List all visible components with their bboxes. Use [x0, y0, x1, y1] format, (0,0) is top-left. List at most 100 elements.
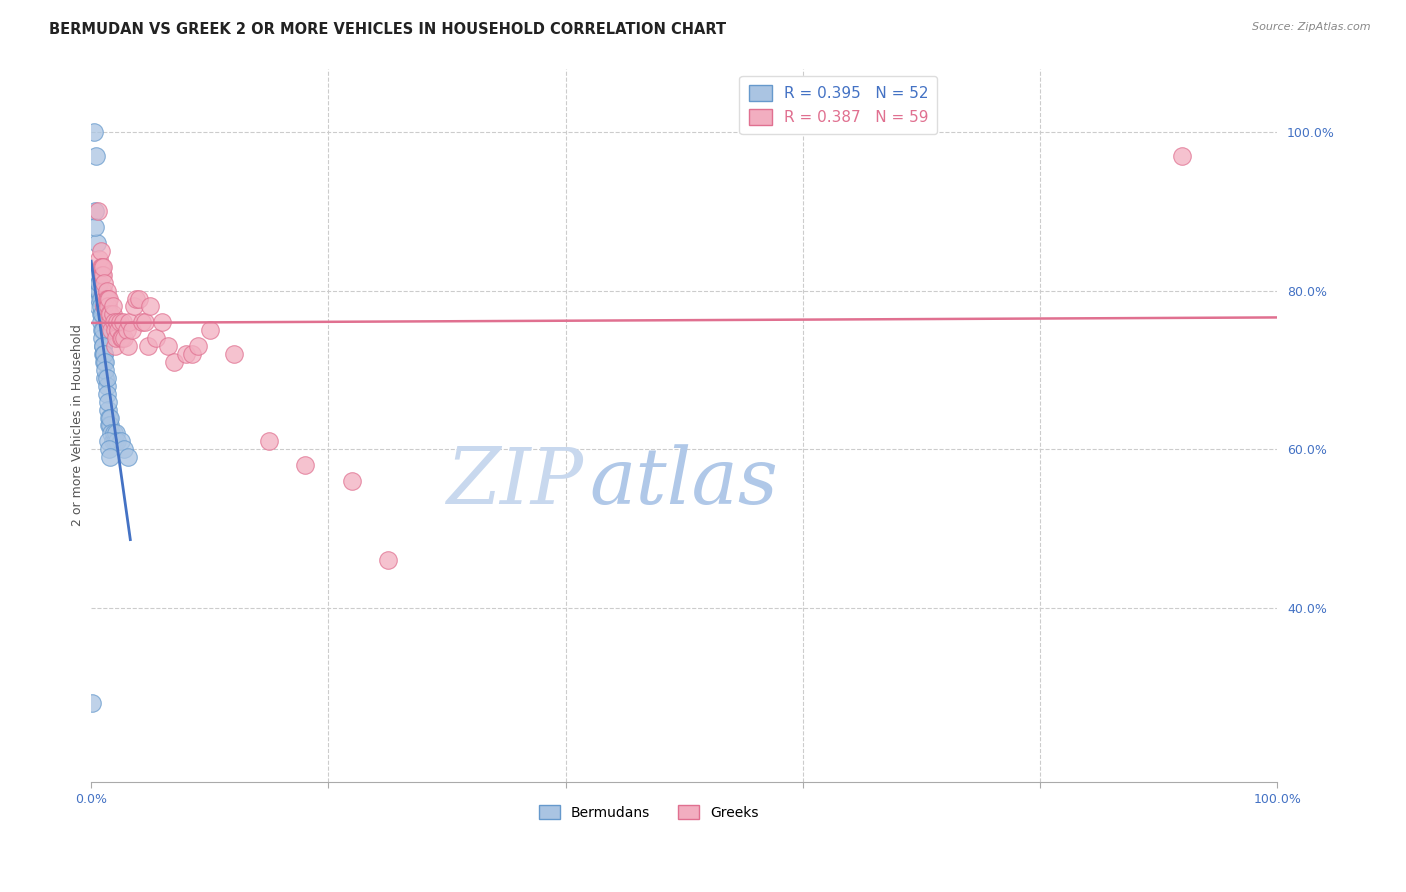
Point	[91, 268, 114, 282]
Point	[105, 426, 128, 441]
Text: Source: ZipAtlas.com: Source: ZipAtlas.com	[1253, 22, 1371, 32]
Point	[94, 355, 117, 369]
Point	[90, 331, 112, 345]
Point	[93, 276, 115, 290]
Point	[98, 410, 121, 425]
Point	[105, 315, 128, 329]
Point	[1171, 149, 1194, 163]
Point	[91, 323, 114, 337]
Point	[98, 307, 121, 321]
Point	[91, 347, 114, 361]
Point	[87, 204, 110, 219]
Point	[90, 307, 112, 321]
Point	[121, 323, 143, 337]
Point	[98, 450, 121, 465]
Point	[97, 394, 120, 409]
Point	[118, 315, 141, 329]
Point	[108, 315, 131, 329]
Point	[294, 458, 316, 472]
Point	[377, 553, 399, 567]
Point	[98, 307, 121, 321]
Point	[83, 220, 105, 235]
Point	[105, 331, 128, 345]
Point	[90, 260, 112, 274]
Point	[139, 300, 162, 314]
Point	[117, 339, 139, 353]
Point	[89, 284, 111, 298]
Point	[136, 339, 159, 353]
Legend: Bermudans, Greeks: Bermudans, Greeks	[533, 799, 763, 825]
Point	[117, 450, 139, 465]
Point	[87, 300, 110, 314]
Point	[90, 268, 112, 282]
Point	[131, 315, 153, 329]
Point	[89, 292, 111, 306]
Point	[112, 442, 135, 457]
Point	[97, 434, 120, 449]
Point	[98, 410, 121, 425]
Point	[198, 323, 221, 337]
Point	[98, 442, 121, 457]
Point	[100, 323, 122, 337]
Point	[100, 426, 122, 441]
Text: BERMUDAN VS GREEK 2 OR MORE VEHICLES IN HOUSEHOLD CORRELATION CHART: BERMUDAN VS GREEK 2 OR MORE VEHICLES IN …	[49, 22, 727, 37]
Point	[98, 315, 121, 329]
Text: atlas: atlas	[589, 444, 778, 521]
Point	[110, 331, 132, 345]
Point	[96, 378, 118, 392]
Point	[97, 402, 120, 417]
Point	[101, 300, 124, 314]
Point	[91, 339, 114, 353]
Point	[90, 300, 112, 314]
Point	[87, 268, 110, 282]
Point	[93, 347, 115, 361]
Point	[163, 355, 186, 369]
Point	[86, 284, 108, 298]
Point	[87, 284, 110, 298]
Point	[94, 371, 117, 385]
Point	[86, 235, 108, 250]
Point	[91, 260, 114, 274]
Point	[83, 204, 105, 219]
Point	[94, 363, 117, 377]
Point	[90, 244, 112, 258]
Point	[112, 331, 135, 345]
Point	[96, 292, 118, 306]
Point	[98, 418, 121, 433]
Point	[96, 284, 118, 298]
Point	[257, 434, 280, 449]
Point	[187, 339, 209, 353]
Point	[90, 260, 112, 274]
Point	[110, 434, 132, 449]
Point	[90, 292, 112, 306]
Point	[82, 696, 104, 710]
Point	[157, 339, 180, 353]
Point	[90, 307, 112, 321]
Point	[103, 315, 125, 329]
Point	[98, 418, 121, 433]
Point	[105, 434, 128, 449]
Point	[84, 149, 107, 163]
Point	[125, 292, 148, 306]
Point	[145, 331, 167, 345]
Point	[94, 292, 117, 306]
Point	[101, 307, 124, 321]
Point	[122, 300, 145, 314]
Point	[96, 371, 118, 385]
Point	[89, 276, 111, 290]
Point	[93, 355, 115, 369]
Point	[93, 347, 115, 361]
Point	[174, 347, 197, 361]
Text: ZIP: ZIP	[446, 444, 583, 521]
Point	[96, 386, 118, 401]
Point	[115, 323, 138, 337]
Point	[181, 347, 204, 361]
Point	[93, 300, 115, 314]
Point	[222, 347, 245, 361]
Point	[91, 339, 114, 353]
Point	[104, 323, 127, 337]
Point	[90, 315, 112, 329]
Point	[91, 284, 114, 298]
Point	[111, 331, 134, 345]
Point	[104, 434, 127, 449]
